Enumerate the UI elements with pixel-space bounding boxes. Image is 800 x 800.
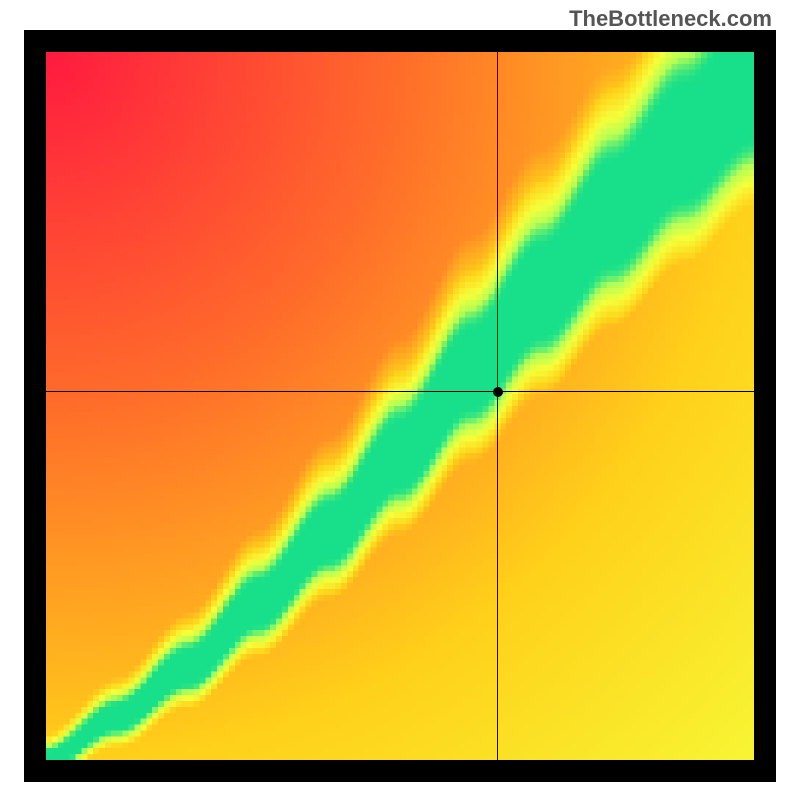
crosshair-marker (493, 387, 503, 397)
chart-border (24, 30, 776, 782)
chart-container: TheBottleneck.com (0, 0, 800, 800)
crosshair-vertical (497, 52, 498, 760)
watermark-text: TheBottleneck.com (569, 6, 772, 32)
crosshair-horizontal (46, 391, 754, 392)
